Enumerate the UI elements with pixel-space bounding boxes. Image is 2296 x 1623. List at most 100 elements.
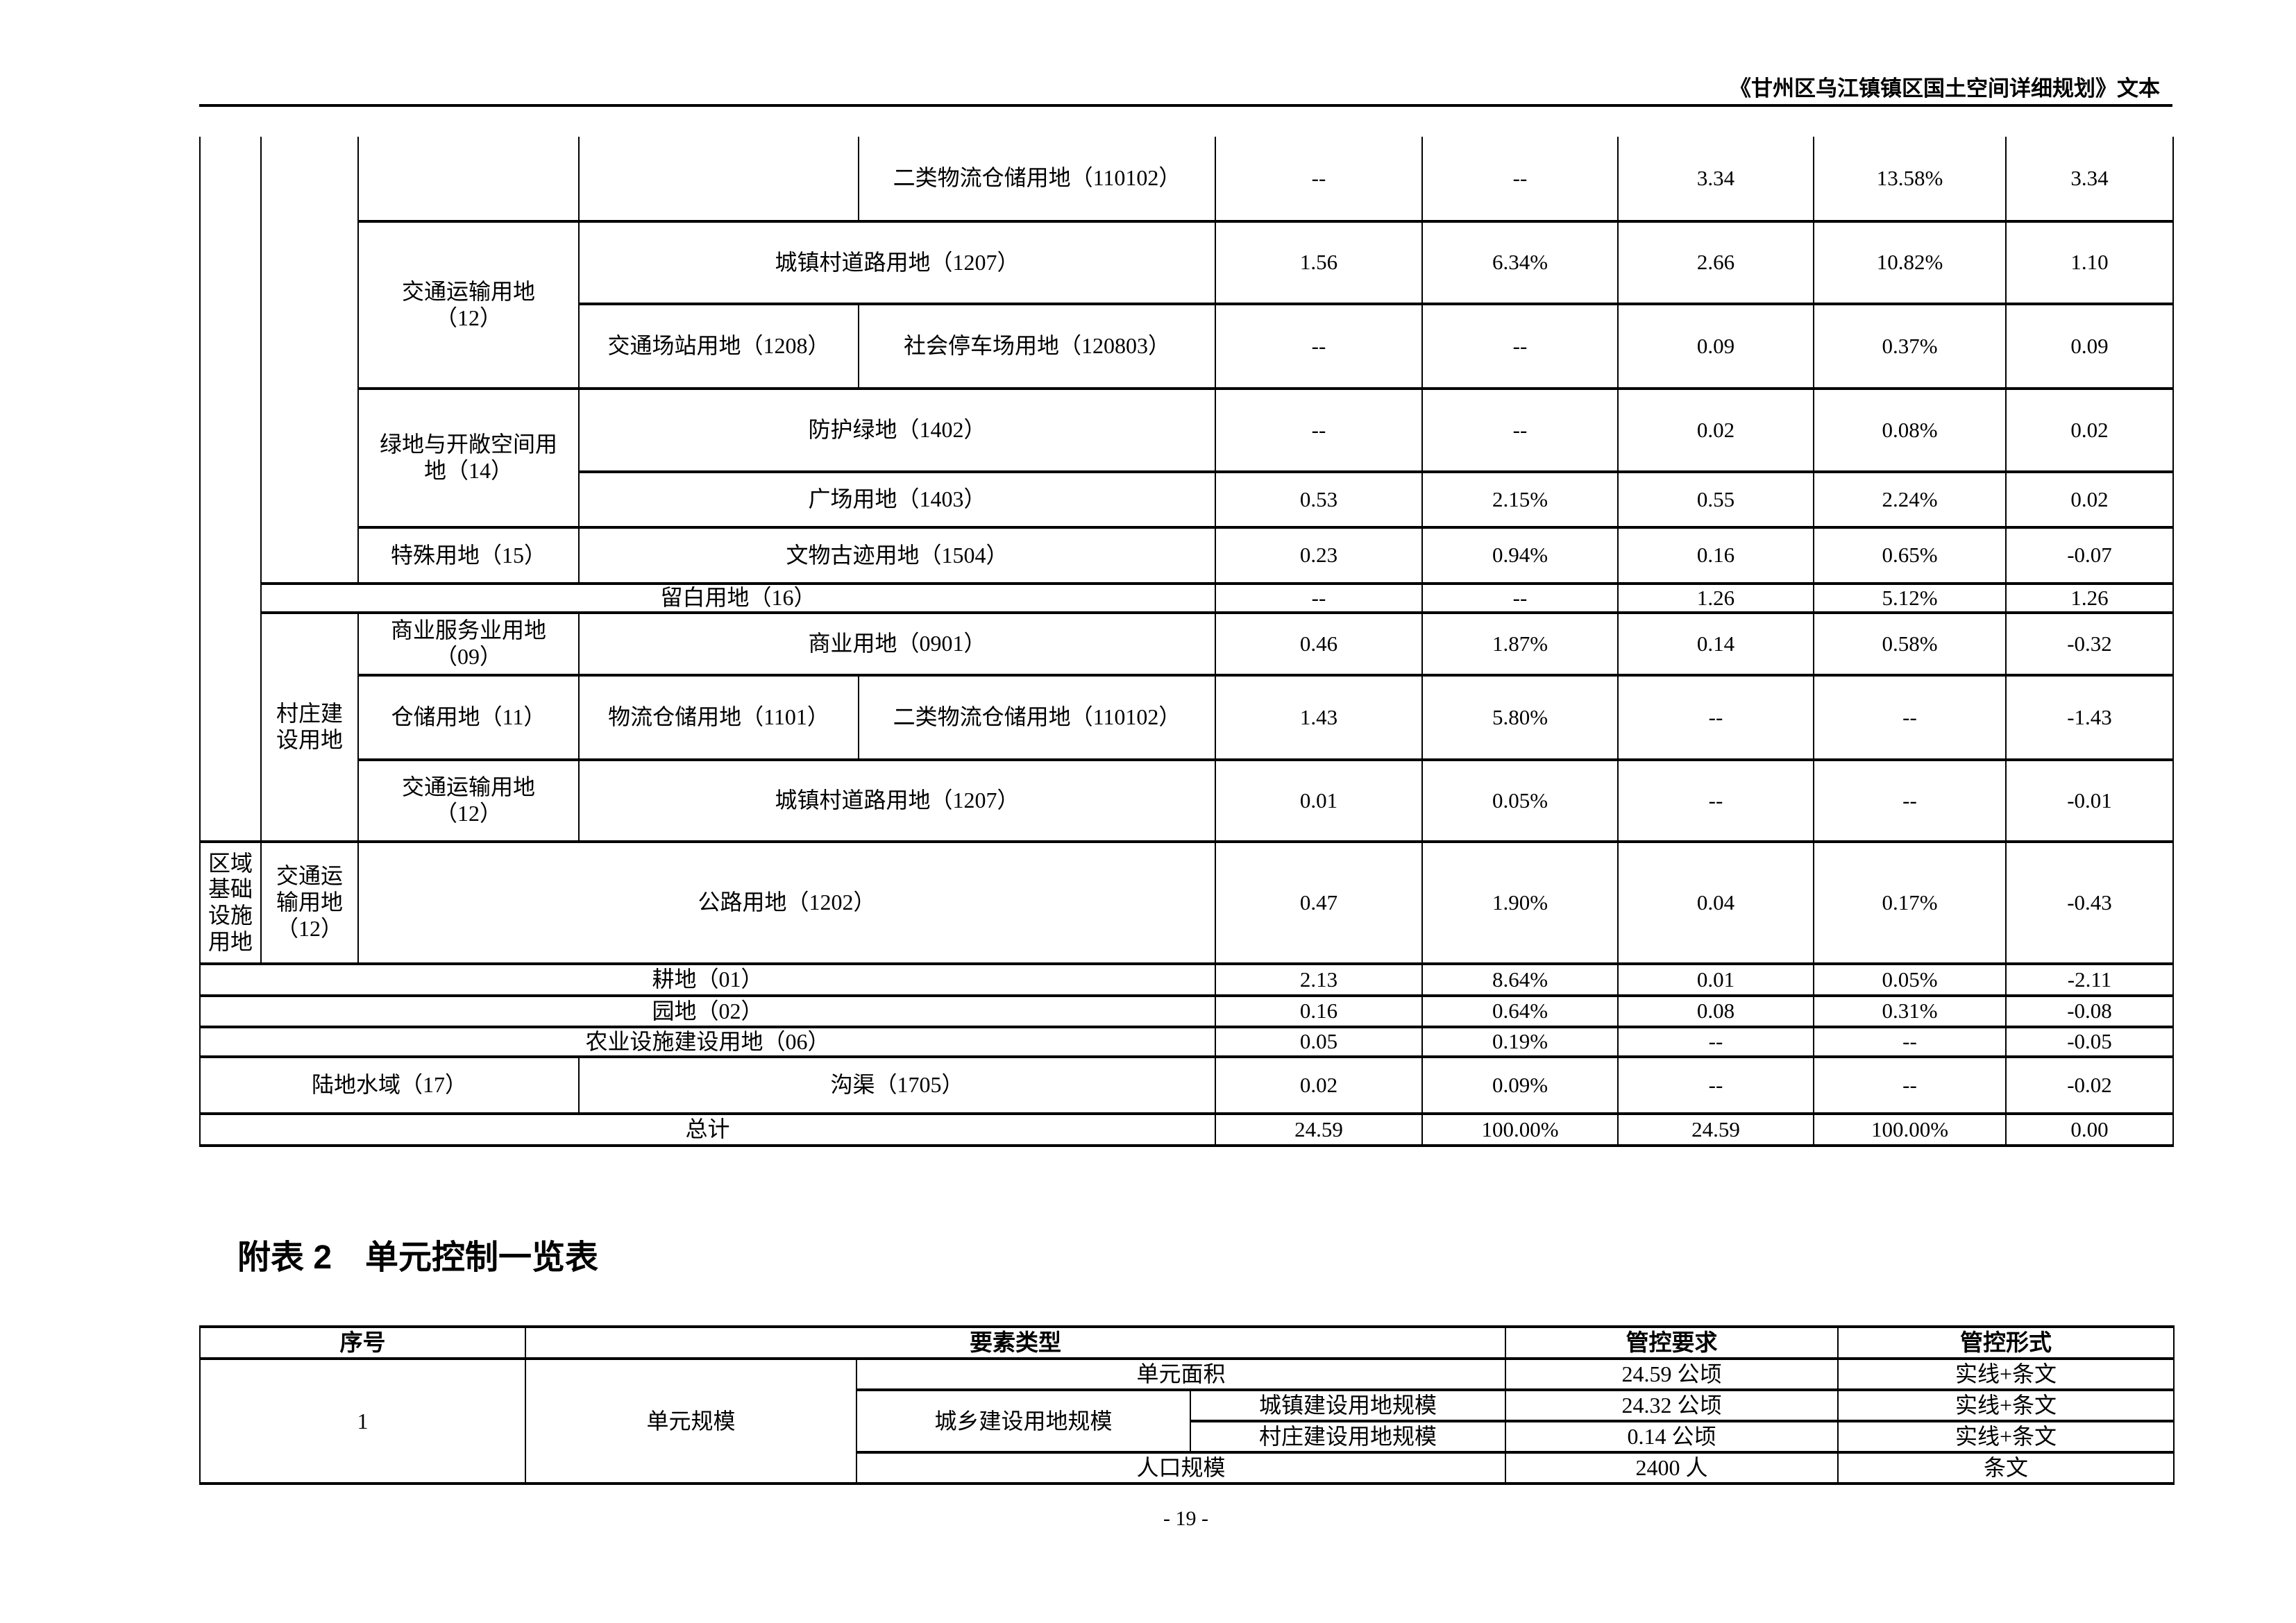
table-row: 广场用地（1403） 0.53 2.15% 0.55 2.24% 0.02 [200, 470, 2174, 529]
land-type-cell: 二类物流仓储用地（110102） [858, 674, 1216, 761]
index-cell: 1 [199, 1357, 526, 1485]
land-type-cell: 文物古迹用地（1504） [578, 526, 1216, 585]
value-cell: 0.55 [1617, 470, 1814, 529]
value-cell: 0.16 [1215, 994, 1423, 1028]
category-cell-continued [357, 137, 580, 223]
value-cell: 24.59 [1617, 1112, 1814, 1147]
table-row: 区域基础设施用地 交通运输用地（12） 公路用地（1202） 0.47 1.90… [199, 840, 2174, 965]
page-number: - 19 - [1163, 1507, 1208, 1530]
value-cell: 0.04 [1617, 840, 1814, 965]
value-cell: 0.02 [1215, 1055, 1423, 1115]
value-cell: -- [1215, 387, 1423, 473]
element-type-cell: 单元规模 [525, 1357, 857, 1485]
land-type-cell: 农业设施建设用地（06） [199, 1026, 1216, 1058]
value-cell: 0.05 [1215, 1026, 1423, 1058]
land-type-cell: 公路用地（1202） [357, 840, 1216, 965]
value-cell: 13.58% [1813, 137, 2007, 223]
unit-control-table-container: 序号 要素类型 管控要求 管控形式 1 单元规模 单元面积 24.59 公顷 实… [199, 1325, 2175, 1485]
value-cell: 0.08% [1813, 387, 2007, 473]
value-cell: 2.15% [1421, 470, 1619, 529]
category-cell-continued [260, 137, 359, 585]
value-cell: 0.37% [1813, 303, 2007, 390]
element-type-cell: 村庄建设用地规模 [1189, 1420, 1507, 1454]
value-cell: -- [1215, 303, 1423, 390]
table-row: 留白用地（16） -- -- 1.26 5.12% 1.26 [200, 582, 2174, 614]
table-row: 总计 24.59 100.00% 24.59 100.00% 0.00 [199, 1112, 2174, 1147]
appendix-table-2-heading: 附表 2 单元控制一览表 [237, 1239, 599, 1276]
table-row: 园地（02） 0.16 0.64% 0.08 0.31% -0.08 [199, 994, 2174, 1028]
value-cell: 0.09 [1617, 303, 1814, 390]
table-row: 绿地与开敞空间用地（14） 防护绿地（1402） -- -- 0.02 0.08… [200, 387, 2174, 529]
land-type-cell: 城镇村道路用地（1207） [578, 220, 1216, 305]
value-cell: -- [1813, 674, 2007, 761]
value-cell: 0.09 [2005, 303, 2174, 390]
land-type-cell: 交通运输用地（12） [357, 758, 580, 843]
header-cell: 管控要求 [1505, 1325, 1839, 1360]
table-row: 1 单元规模 单元面积 24.59 公顷 实线+条文 [199, 1357, 2175, 1485]
total-label-cell: 总计 [199, 1112, 1216, 1147]
land-type-cell: 沟渠（1705） [578, 1055, 1216, 1115]
value-cell: 1.56 [1215, 220, 1423, 305]
value-cell: -0.01 [2005, 758, 2174, 843]
table-row: 交通场站用地（1208） 社会停车场用地（120803） -- -- 0.09 … [200, 303, 2174, 390]
value-cell: 0.94% [1421, 526, 1619, 585]
value-cell: 0.31% [1813, 994, 2007, 1028]
table-row: 交通运输用地（12） 城镇村道路用地（1207） 1.56 6.34% 2.66… [200, 220, 2174, 390]
land-type-cell: 特殊用地（15） [357, 526, 580, 585]
value-cell: 100.00% [1813, 1112, 2007, 1147]
land-type-cell: 城镇村道路用地（1207） [578, 758, 1216, 843]
value-cell: -- [1617, 1026, 1814, 1058]
value-cell: 1.90% [1421, 840, 1619, 965]
value-cell: -- [1813, 1026, 2007, 1058]
table-row: 村庄建设用地规模 0.14 公顷 实线+条文 [200, 1420, 2175, 1454]
table-header-row: 序号 要素类型 管控要求 管控形式 [199, 1325, 2175, 1360]
value-cell: 2.66 [1617, 220, 1814, 305]
category-cell: 村庄建设用地 [260, 611, 359, 843]
value-cell: 0.02 [2005, 470, 2174, 529]
table-row: 特殊用地（15） 文物古迹用地（1504） 0.23 0.94% 0.16 0.… [200, 526, 2174, 585]
land-type-cell: 交通运输用地（12） [260, 840, 359, 965]
value-cell: 6.34% [1421, 220, 1619, 305]
value-cell: 1.10 [2005, 220, 2174, 305]
table-row: 耕地（01） 2.13 8.64% 0.01 0.05% -2.11 [199, 962, 2174, 997]
land-type-cell: 广场用地（1403） [578, 470, 1216, 529]
header-cell: 序号 [199, 1325, 526, 1360]
value-cell: 0.46 [1215, 611, 1423, 677]
table-row: 人口规模 2400 人 条文 [200, 1451, 2175, 1485]
value-cell: 0.02 [1617, 387, 1814, 473]
land-type-cell: 物流仓储用地（1101） [578, 674, 859, 761]
value-cell: 0.01 [1215, 758, 1423, 843]
control-requirement-cell: 0.14 公顷 [1505, 1420, 1839, 1454]
document-header-title: 《甘州区乌江镇镇区国土空间详细规划》文本 [1730, 76, 2160, 101]
land-type-cell: 园地（02） [199, 994, 1216, 1028]
header-cell: 要素类型 [524, 1325, 1507, 1360]
value-cell: 1.87% [1421, 611, 1619, 677]
value-cell: 5.80% [1421, 674, 1619, 761]
land-type-cell: 商业服务业用地（09） [357, 611, 580, 677]
value-cell: -- [1215, 582, 1423, 614]
value-cell: 0.65% [1813, 526, 2007, 585]
control-form-cell: 条文 [1837, 1451, 2175, 1485]
value-cell: 0.23 [1215, 526, 1423, 585]
value-cell: -0.07 [2005, 526, 2174, 585]
control-requirement-cell: 2400 人 [1505, 1451, 1839, 1485]
value-cell: -- [1421, 387, 1619, 473]
value-cell: -0.08 [2005, 994, 2174, 1028]
header-cell: 管控形式 [1837, 1325, 2175, 1360]
category-cell: 区域基础设施用地 [199, 840, 262, 965]
unit-control-table: 序号 要素类型 管控要求 管控形式 1 单元规模 单元面积 24.59 公顷 实… [199, 1325, 2175, 1485]
land-type-cell: 仓储用地（11） [357, 674, 580, 761]
value-cell: -0.02 [2005, 1055, 2174, 1115]
land-use-balance-table: 二类物流仓储用地（110102） -- -- 3.34 13.58% 3.34 … [199, 137, 2174, 1147]
value-cell: -- [1617, 674, 1814, 761]
control-form-cell: 实线+条文 [1837, 1388, 2175, 1422]
value-cell: -0.32 [2005, 611, 2174, 677]
element-type-cell: 人口规模 [855, 1451, 1507, 1485]
table-row: 城乡建设用地规模 城镇建设用地规模 24.32 公顷 实线+条文 [200, 1388, 2175, 1454]
value-cell: 1.26 [2005, 582, 2174, 614]
control-requirement-cell: 24.32 公顷 [1505, 1388, 1839, 1422]
value-cell: 0.00 [2005, 1112, 2174, 1147]
value-cell: 0.64% [1421, 994, 1619, 1028]
land-type-cell: 商业用地（0901） [578, 611, 1216, 677]
land-type-cell: 陆地水域（17） [199, 1055, 580, 1115]
